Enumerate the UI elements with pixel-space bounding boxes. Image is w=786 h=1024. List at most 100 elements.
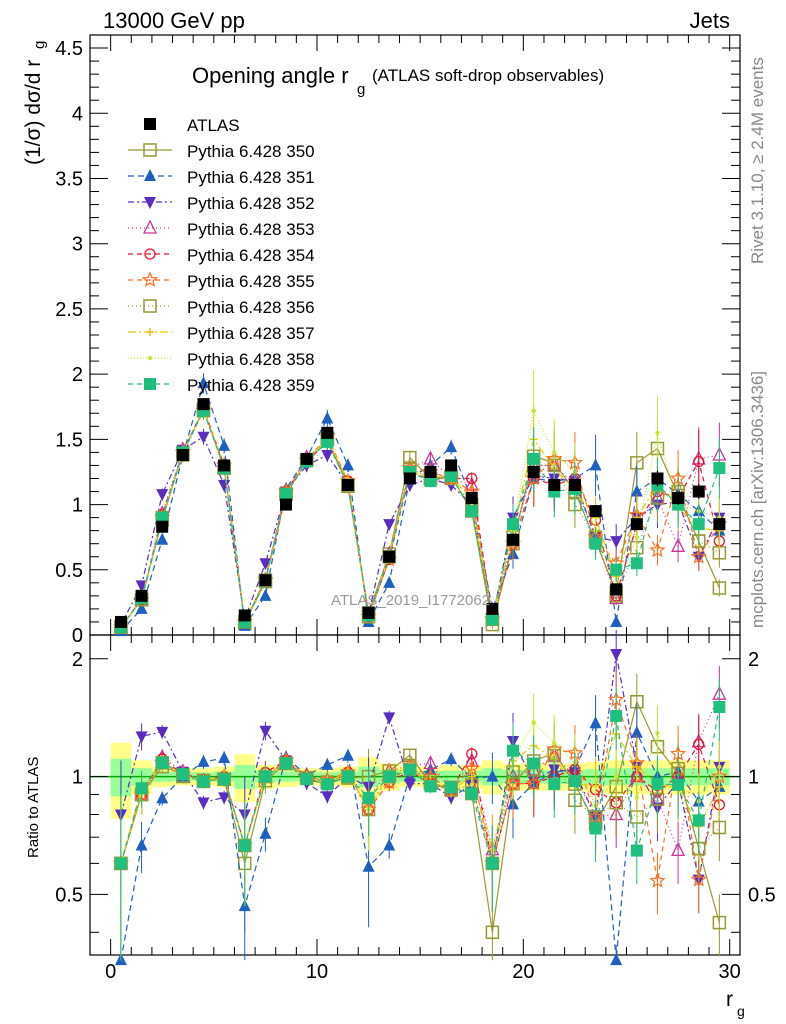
ratio-point [552,740,557,746]
legend-marker [144,248,156,260]
data-point [341,458,354,471]
data-point [630,557,643,570]
ratio-point [156,756,169,769]
data-point [259,558,272,571]
x-tick-label: 10 [306,961,328,983]
ratio-point [671,841,686,857]
ratio-point [383,838,396,851]
ratio-point [589,716,602,729]
legend-entry-7: Pythia 6.428 356 [128,298,315,317]
legend-entry-9: Pythia 6.428 358 [128,350,315,369]
legend-entry-8: Pythia 6.428 357 [128,324,315,343]
atlas-point [527,465,540,478]
chart-title-sub: g [357,81,365,98]
ratio-point [135,731,148,744]
data-point [321,450,334,462]
legend-marker [143,143,157,157]
y-tick-label: 3 [72,234,83,256]
atlas-point [548,479,561,491]
atlas-point [568,479,581,491]
ratio-point [630,844,643,857]
y-axis-label: (1/σ) dσ/d r [22,60,45,165]
y-tick-label: 1 [72,495,83,517]
atlas-point [713,518,726,531]
atlas-point [692,485,705,498]
ratio-point [712,820,727,835]
ratio-point [197,797,210,810]
legend-label: Pythia 6.428 353 [187,220,315,239]
y-tick-label: 0 [72,625,83,647]
ratio-point [651,777,664,790]
data-point [135,601,148,614]
series-line [120,409,720,628]
data-point [692,518,705,531]
legend-entry-10: Pythia 6.428 359 [128,376,315,395]
y-axis-label-sub: g [31,41,48,49]
header-process: 13000 GeV pp [103,8,245,33]
data-point [259,588,272,601]
series-6 [112,401,728,961]
legend-label: Pythia 6.428 355 [187,272,315,291]
legend-entry-atlas: ATLAS [144,116,240,135]
header-jets: Jets [689,8,730,33]
ratio-point [466,748,478,760]
ratio-point [613,774,619,779]
data-point [552,450,557,455]
legend-entry-2: Pythia 6.428 351 [128,168,315,187]
ratio-point [259,826,272,839]
series-ratio-line [120,721,720,864]
atlas-point [383,550,396,563]
atlas-point [218,459,231,472]
ratio-point [135,782,148,795]
atlas-point [445,459,458,472]
data-point [218,438,231,451]
atlas-point [589,505,602,518]
ratio-point [672,778,685,791]
ratio-point [362,859,375,872]
data-point [383,575,396,588]
ratio-point [713,700,726,713]
y-tick-label: 4.5 [55,38,83,60]
data-point [465,505,478,518]
ratio-point [486,857,499,870]
ratio-point [321,757,334,770]
data-point [321,435,334,448]
atlas-point [651,472,664,485]
y-tick-label: 3.5 [55,168,83,190]
rivet-version-label: Rivet 3.1.10, ≥ 2.4M events [748,57,767,264]
legend-marker [144,169,156,181]
ratio-point [469,782,474,788]
series-ratio-line [120,699,720,933]
legend-marker [144,378,156,390]
ratio-point [114,857,127,870]
data-point [610,614,623,627]
x-tick-label: 30 [719,961,741,983]
legend: ATLAS Pythia 6.428 350 Pythia 6.428 351 Pyt… [128,116,315,395]
ratio-point [156,791,169,804]
ratio-tick-label: 2 [72,649,83,671]
legend-label: Pythia 6.428 358 [187,350,315,369]
ratio-tick-label: 0.5 [55,884,83,906]
legend-entry-3: Pythia 6.428 352 [128,194,315,213]
data-point [610,563,623,576]
ratio-point [445,752,458,765]
ratio-point [632,762,641,771]
ratio-tick-label-right: 0.5 [748,884,776,906]
series-1 [114,400,727,961]
ratio-point [321,791,334,804]
ratio-point [197,754,210,767]
atlas-point [341,479,354,491]
x-axis-label: r [726,988,733,1011]
ratio-point [693,738,705,750]
legend-label: Pythia 6.428 357 [187,324,315,343]
ratio-point [383,770,396,783]
ratio-point [300,773,313,786]
ratio-point [218,751,231,764]
ratio-panel-frame [89,634,741,956]
ratio-point [197,775,210,788]
x-tick-label: 0 [105,961,116,983]
atlas-point [114,615,127,628]
legend-label: Pythia 6.428 356 [187,298,315,317]
atlas-point [424,465,437,478]
axes: 0 10 20 30 0 0.5 1 1.5 2 2.5 3 3.5 4 4.5 0.5 0.5 1 1 2 2 [55,35,776,983]
